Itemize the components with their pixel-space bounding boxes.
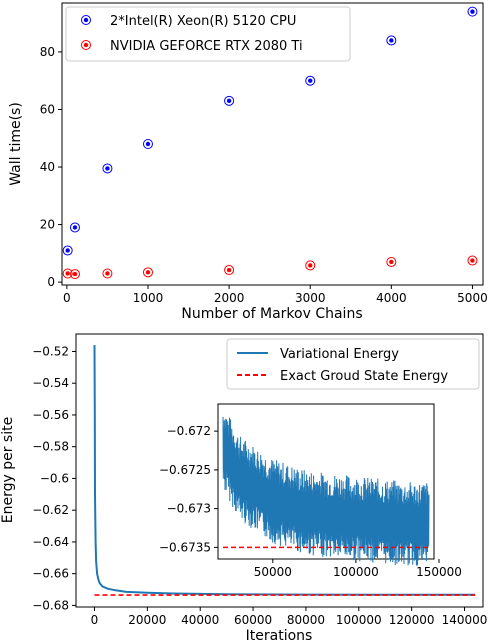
bottom-y-tick-label: −0.64 [32, 535, 69, 549]
data-point-series-2 [305, 260, 316, 271]
inset-y-tick-label: −0.6735 [159, 540, 211, 554]
top-x-axis-label: Number of Markov Chains [181, 306, 362, 322]
top-x-tick-label: 5000 [457, 291, 488, 305]
inset-x-tick-label: 100000 [333, 565, 379, 579]
top-x-tick-label: 3000 [295, 291, 326, 305]
top-y-tick-label: 20 [40, 218, 55, 232]
data-point-core-series-1 [226, 98, 232, 104]
data-point-series-1 [62, 245, 73, 256]
inset-x-tick-label: 150000 [416, 565, 462, 579]
top-axis-ticks: 0 1000 2000 3000 4000 5000 0 20 40 60 80 [40, 45, 488, 305]
top-y-tick-label: 0 [47, 275, 55, 289]
data-point-series-2 [102, 268, 113, 279]
inset-content: 50000 100000 150000 −0.672 −0.6725 −0.673 −0.6… [159, 416, 462, 579]
data-point-series-2 [467, 255, 478, 266]
bottom-legend-label-2: Exact Groud State Energy [280, 369, 448, 384]
inset-y-tick-label: −0.673 [167, 502, 211, 516]
data-point-core-series-2 [145, 270, 151, 275]
data-point-core-series-2 [72, 271, 78, 277]
data-point-series-1 [386, 35, 397, 46]
data-point-core-series-1 [65, 248, 70, 253]
legend-label-1: 2*Intel(R) Xeon(R) 5120 CPU [110, 14, 296, 29]
bottom-y-tick-label: −0.68 [32, 598, 69, 612]
data-point-series-1 [305, 75, 316, 86]
data-point-series-2 [224, 265, 235, 276]
bottom-x-tick-label: 40000 [181, 613, 219, 627]
legend-marker-1 [81, 15, 91, 25]
top-y-tick-label: 80 [40, 45, 55, 59]
data-point-core-series-2 [105, 271, 110, 276]
top-y-tick-label: 40 [40, 160, 55, 174]
top-legend-items: 2*Intel(R) Xeon(R) 5120 CPU NVIDIA GEFORC… [81, 14, 303, 54]
data-point-series-1 [467, 6, 478, 17]
data-point-series-2 [62, 268, 73, 279]
bottom-x-tick-label: 20000 [128, 613, 166, 627]
data-point-series-1 [102, 163, 113, 174]
data-point-core-series-1 [389, 38, 394, 43]
bottom-x-tick-label: 80000 [287, 613, 325, 627]
legend-marker-core-2 [83, 42, 89, 48]
top-plot-frame [61, 2, 484, 286]
bottom-x-tick-label: 140000 [442, 613, 488, 627]
data-point-series-2 [69, 269, 80, 280]
data-point-series-2 [386, 256, 397, 267]
bottom-y-tick-label: −0.62 [32, 503, 69, 517]
data-point-core-series-1 [145, 141, 151, 147]
top-legend-box [65, 6, 351, 62]
inset-variational-energy-line [222, 416, 430, 566]
legend-marker-core-1 [83, 17, 89, 23]
data-point-core-series-1 [105, 166, 110, 171]
data-point-series-1 [224, 95, 235, 106]
legend-label-2: NVIDIA GEFORCE RTX 2080 Ti [110, 39, 303, 54]
bottom-x-axis-label: Iterations [246, 628, 313, 644]
top-x-tick-label: 1000 [133, 291, 164, 305]
bottom-y-tick-label: −0.52 [32, 344, 69, 358]
top-legend: 2*Intel(R) Xeon(R) 5120 CPU NVIDIA GEFORC… [65, 6, 351, 62]
bottom-x-tick-label: 120000 [389, 613, 435, 627]
bottom-y-tick-label: −0.6 [40, 471, 69, 485]
inset-y-tick-label: −0.6725 [159, 463, 211, 477]
inset-chart: 50000 100000 150000 −0.672 −0.6725 −0.673 −0.6… [159, 403, 462, 579]
top-y-tick-label: 60 [40, 102, 55, 116]
data-point-core-series-2 [226, 267, 232, 273]
data-point-core-series-2 [389, 259, 394, 265]
bottom-legend-box [226, 338, 480, 390]
top-x-tick-label: 0 [63, 291, 71, 305]
bottom-y-tick-label: −0.56 [32, 408, 69, 422]
data-point-core-series-2 [470, 258, 475, 263]
bottom-legend-label-1: Variational Energy [280, 347, 399, 362]
bottom-y-axis-label: Energy per site [0, 417, 16, 523]
top-x-tick-label: 4000 [376, 291, 407, 305]
bottom-series-lines [93, 345, 476, 596]
data-point-core-series-1 [308, 78, 313, 83]
data-point-core-series-1 [470, 9, 475, 14]
bottom-x-tick-label: 60000 [234, 613, 272, 627]
data-point-core-series-2 [65, 271, 70, 276]
inset-x-tick-label: 50000 [254, 565, 292, 579]
bottom-x-tick-label: 100000 [336, 613, 382, 627]
bottom-y-tick-label: −0.66 [32, 567, 69, 581]
bottom-y-tick-label: −0.58 [32, 440, 69, 454]
bottom-y-tick-label: −0.54 [32, 376, 69, 390]
bottom-x-tick-label: 0 [91, 613, 99, 627]
wall-time-chart: 0 1000 2000 3000 4000 5000 0 20 40 60 80 Number of… [8, 2, 488, 322]
data-point-series-2 [142, 267, 153, 278]
inset-y-tick-label: −0.672 [167, 424, 211, 438]
bottom-axis-ticks: 0 20000 40000 60000 80000 100000 120000 140000 −… [32, 344, 487, 627]
legend-marker-2 [81, 40, 91, 50]
top-data-points [62, 6, 478, 280]
data-point-series-1 [69, 222, 80, 233]
data-point-core-series-1 [72, 225, 78, 230]
energy-chart: 0 20000 40000 60000 80000 100000 120000 140000 −… [0, 333, 487, 644]
top-y-axis-label: Wall time(s) [8, 102, 24, 186]
bottom-plot-frame [75, 333, 484, 608]
data-point-series-1 [142, 139, 153, 149]
bottom-legend: Variational Energy Exact Groud State Ener… [226, 338, 480, 390]
data-point-core-series-2 [308, 263, 313, 268]
bottom-legend-items: Variational Energy Exact Groud State Ener… [237, 347, 448, 384]
top-x-tick-label: 2000 [214, 291, 245, 305]
